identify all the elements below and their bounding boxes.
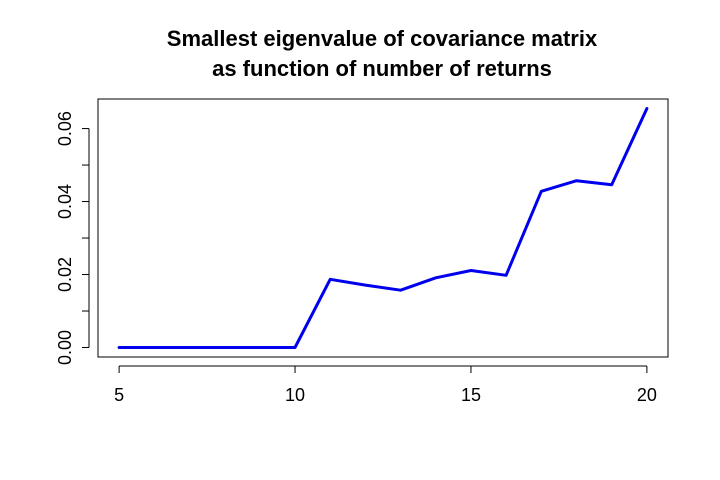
x-tick-label: 20	[637, 385, 657, 405]
y-axis: 0.00 0.02 0.04 0.06	[55, 111, 90, 365]
y-tick-label: 0.00	[55, 330, 75, 365]
series-line	[117, 107, 649, 349]
y-tick-label: 0.04	[55, 184, 75, 219]
y-tick-label: 0.06	[55, 111, 75, 146]
x-tick-label: 5	[114, 385, 124, 405]
x-tick-label: 10	[285, 385, 305, 405]
x-axis: 5 10 15 20	[114, 365, 657, 405]
chart-title-line-2: as function of number of returns	[212, 56, 552, 81]
x-tick-label: 15	[461, 385, 481, 405]
plot-frame	[97, 98, 669, 358]
chart-title-line-1: Smallest eigenvalue of covariance matrix	[167, 26, 598, 51]
series-layer	[117, 107, 649, 349]
y-tick-label: 0.02	[55, 257, 75, 292]
